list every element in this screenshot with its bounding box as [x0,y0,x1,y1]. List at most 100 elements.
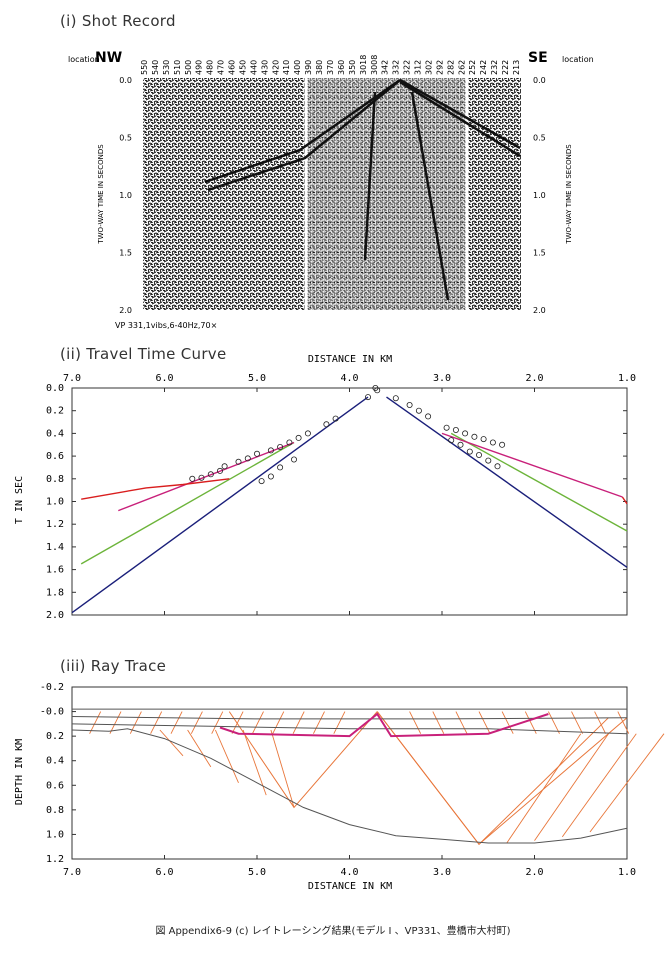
ray-path [333,711,346,734]
travel-time-line [386,396,628,568]
y-tick-label: 1.2 [46,854,64,865]
y-tick-label: 0.6 [46,451,64,462]
station-label: 440 [249,60,258,75]
ray-path [109,711,122,734]
x-tick-label: 7.0 [63,867,81,878]
station-label: 282 [446,60,455,75]
layer-boundary [219,712,549,738]
station-label: 480 [206,60,215,75]
ray-path [571,711,584,734]
nw-label: NW [95,50,122,66]
travel-time-title: (ii) Travel Time Curve [60,345,227,363]
observed-point [290,456,297,463]
ray-path [589,733,665,833]
station-label: 510 [173,60,182,75]
y-axis-label: T IN SEC [14,476,25,524]
y-tick-label: -0.0 [40,707,64,718]
observed-point [499,441,506,448]
time-tick-label: 1.5 [533,249,546,258]
observed-point [457,441,464,448]
y-tick-label: 0.8 [46,474,64,485]
x-tick-label: 6.0 [155,373,173,384]
observed-point [323,421,330,428]
station-label: 380 [315,60,324,75]
time-tick-label: 0.5 [533,134,546,143]
x-axis-label: DISTANCE IN KM [308,881,392,892]
y-tick-label: 2.0 [46,610,64,621]
observed-point [235,458,242,465]
observed-point [304,430,311,437]
ray-path [292,711,305,734]
station-label: 302 [425,60,434,75]
ray-path [159,729,184,757]
ray-trace-chart: DISTANCE IN KM DEPTH IN KM 7.0 6.0 5.0 4.0 3… [14,682,665,892]
observed-point [286,439,293,446]
station-label: 222 [501,60,510,75]
shot-record-title: (i) Shot Record [60,12,176,30]
layer-boundary [71,728,628,844]
travel-time-line [71,396,369,614]
x-tick-label: 4.0 [340,867,358,878]
station-label: 262 [457,60,466,75]
time-tick-label: 1.0 [533,191,546,200]
ray-path [376,711,628,846]
layer-boundary [71,723,628,735]
observed-point [448,437,455,444]
observed-points [189,384,506,485]
travel-time-line [80,441,295,565]
station-label: 3008 [370,55,379,75]
ray-trace-title: (iii) Ray Trace [60,657,167,675]
ray-path [170,711,183,734]
y-ticks: 0.0 0.2 0.4 0.6 0.8 1.0 1.2 1.4 1.6 1.8 2.0 [46,383,627,621]
observed-point [374,387,381,394]
station-label: 430 [260,60,269,75]
x-tick-label: 2.0 [525,373,543,384]
station-label: 370 [326,60,335,75]
time-tick-label: 2.0 [533,306,546,315]
seismic-record-center [305,78,468,310]
station-label: 530 [162,60,171,75]
x-ticks: 7.0 6.0 5.0 4.0 3.0 2.0 1.0 [63,855,636,878]
station-label: 312 [414,60,423,75]
travel-time-line [118,441,295,512]
travel-time-line [441,432,623,498]
y-tick-label: 0.2 [46,731,64,742]
y-tick-label: 1.6 [46,565,64,576]
observed-point [244,455,251,462]
observed-point [425,413,432,420]
y-axis-label: DEPTH IN KM [14,739,25,805]
observed-point [198,474,205,481]
station-label: 460 [228,60,237,75]
station-label: 292 [435,60,444,75]
ray-path [89,711,102,734]
x-tick-label: 4.0 [340,373,358,384]
observed-point [253,450,260,457]
observed-point [466,448,473,455]
observed-point [267,473,274,480]
station-label: 242 [479,60,488,75]
layers [71,708,628,844]
observed-point [258,478,265,485]
station-label: 332 [392,60,401,75]
ray-path [242,729,267,796]
time-tick-label: 2.0 [119,306,132,315]
ray-path [214,729,239,783]
observed-point [277,464,284,471]
station-label: 350 [348,60,357,75]
ray-path [432,711,445,734]
x-tick-label: 6.0 [155,867,173,878]
shot-record-panel: NW SE location location 550 540 530 510 500 4… [68,50,594,330]
time-tick-label: 0.5 [119,134,132,143]
station-labels: 550 540 530 510 500 490 480 470 460 450 440 430 420 4… [140,55,521,75]
y-tick-label: -0.2 [40,682,64,693]
ray-path [190,711,203,734]
observed-point [480,436,487,443]
x-ticks: 7.0 6.0 5.0 4.0 3.0 2.0 1.0 [63,373,636,615]
plot-frame [71,686,628,860]
travel-time-line [81,478,230,500]
time-axis-right: 0.0 0.5 1.0 1.5 2.0 [533,76,546,315]
observed-point [471,433,478,440]
observed-point [221,463,228,470]
station-label: 252 [468,60,477,75]
y-ticks: -0.2 -0.0 0.2 0.4 0.6 0.8 1.0 1.2 [40,682,76,865]
